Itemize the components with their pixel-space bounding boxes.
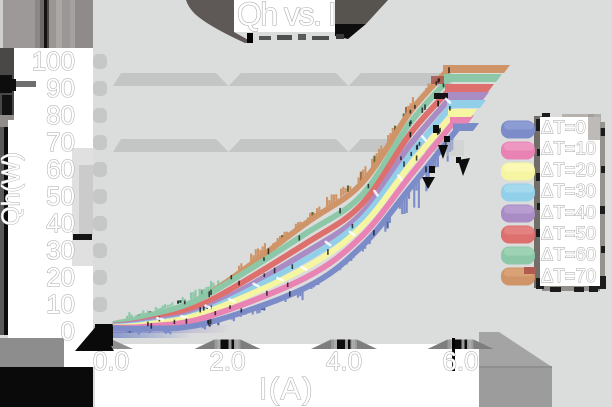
svg-text:80: 80	[46, 100, 75, 130]
svg-text:20: 20	[46, 262, 75, 292]
svg-text:0: 0	[61, 316, 75, 346]
svg-text:30: 30	[46, 235, 75, 265]
svg-text:ΔT=70: ΔT=70	[541, 265, 596, 286]
svg-text:70: 70	[46, 127, 75, 157]
svg-text:ΔT=30: ΔT=30	[541, 180, 596, 201]
svg-text:40: 40	[46, 208, 75, 238]
svg-text:ΔT=0: ΔT=0	[541, 117, 586, 138]
svg-text:90: 90	[46, 73, 75, 103]
svg-text:2.0: 2.0	[209, 346, 245, 376]
svg-text:ΔT=60: ΔT=60	[541, 244, 596, 265]
svg-text:ΔT=50: ΔT=50	[541, 223, 596, 244]
svg-text:100: 100	[32, 46, 75, 76]
svg-text:ΔT=10: ΔT=10	[541, 138, 596, 159]
svg-text:10: 10	[46, 289, 75, 319]
svg-text:60: 60	[46, 154, 75, 184]
svg-text:Qh vs. I: Qh vs. I	[237, 0, 335, 32]
svg-text:4.0: 4.0	[326, 346, 362, 376]
svg-text:Qh(W): Qh(W)	[0, 152, 25, 226]
svg-text:6.0: 6.0	[442, 346, 478, 376]
svg-text:ΔT=20: ΔT=20	[541, 159, 596, 180]
svg-text:0.0: 0.0	[93, 346, 129, 376]
svg-text:I(A): I(A)	[259, 372, 314, 406]
svg-text:ΔT=40: ΔT=40	[541, 201, 596, 222]
svg-text:50: 50	[46, 181, 75, 211]
